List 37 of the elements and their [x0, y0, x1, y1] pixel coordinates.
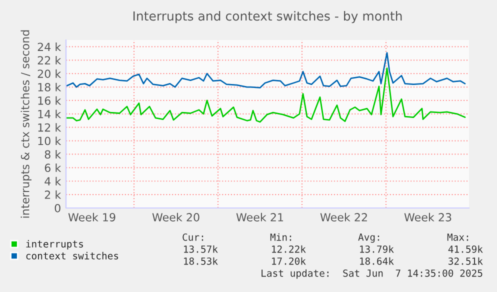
y-tick-label: 12 k — [38, 123, 62, 132]
chart-title: Interrupts and context switches - by month — [133, 11, 402, 24]
text: 13.79k — [360, 245, 394, 253]
text: 13.57k — [184, 245, 218, 253]
text: Min: — [270, 233, 292, 241]
legend-label: context switches — [26, 252, 118, 260]
y-tick-label: 18 k — [38, 82, 62, 92]
y-tick-label: 4 k — [44, 176, 62, 186]
y-tick-label: 16 k — [38, 96, 62, 105]
text: 41.59k — [448, 245, 483, 253]
x-tick-label: Week 21 — [236, 212, 284, 222]
text: Avg: — [358, 234, 380, 243]
text: Max: — [447, 234, 468, 241]
line-series — [66, 68, 466, 123]
line-series — [66, 52, 466, 88]
text: Last update: Sat Jun 7 14:35:00 2025 — [262, 269, 482, 279]
y-tick-label: 2 k — [44, 190, 62, 199]
y-tick-label: 0 — [54, 204, 60, 212]
x-tick-label: Week 23 — [404, 212, 452, 222]
y-tick-label: 14 k — [38, 110, 62, 118]
x-tick-label: Week 19 — [68, 212, 116, 222]
legend-label: interrupts — [26, 240, 83, 250]
text: 17.20k — [272, 257, 306, 265]
text: 12.22k — [272, 245, 306, 253]
text: Cur: — [182, 233, 204, 241]
x-tick-label: Week 22 — [320, 212, 367, 222]
y-tick-label: 10 k — [38, 136, 62, 146]
text: 18.64k — [360, 257, 394, 265]
x-tick-label: Week 20 — [152, 212, 200, 222]
y-tick-label: 8 k — [44, 150, 62, 159]
y-tick-label: 20 k — [38, 69, 62, 78]
y-tick-label: 22 k — [38, 56, 62, 64]
y-axis-title: interrupts & ctx switches / second — [20, 30, 32, 218]
text: 32.51k — [448, 257, 483, 265]
y-tick-label: 24 k — [38, 42, 62, 51]
text: 18.53k — [184, 257, 218, 265]
y-tick-label: 6 k — [44, 163, 62, 172]
